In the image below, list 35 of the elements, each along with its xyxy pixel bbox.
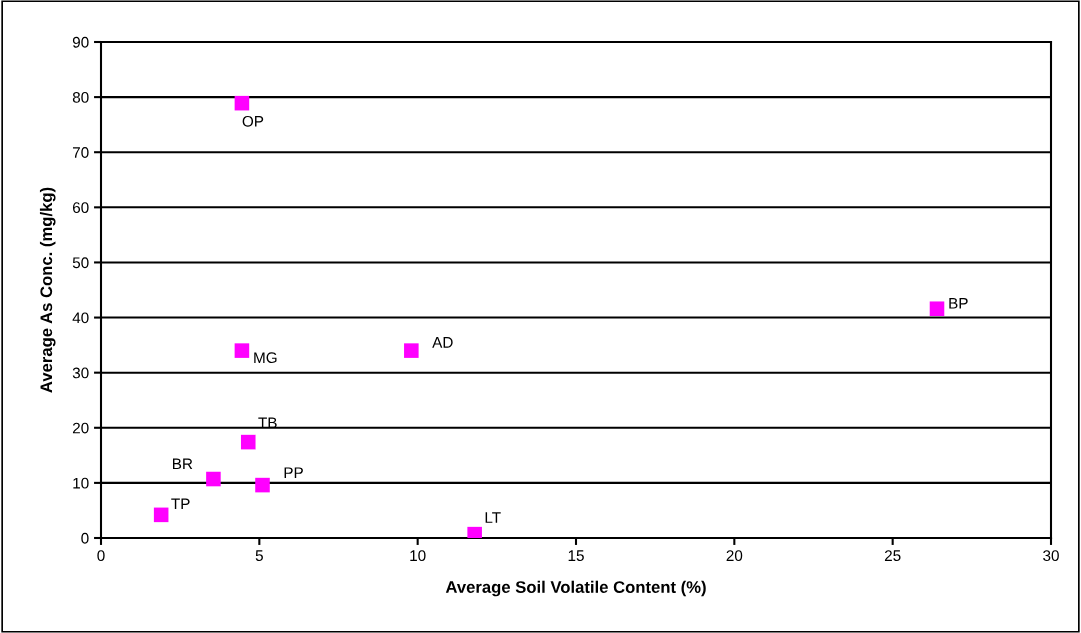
x-axis-title: Average Soil Volatile Content (%): [445, 580, 706, 597]
y-tick-label: 70: [72, 147, 89, 158]
point: [240, 434, 256, 450]
y-axis-title: Average As Conc. (mg/kg): [39, 187, 56, 393]
x-tick-label: 10: [410, 550, 426, 562]
point: [206, 471, 221, 487]
y-tick-label: 20: [72, 422, 89, 434]
series-label: PP: [284, 467, 303, 478]
y-tick-label: 60: [72, 202, 89, 214]
series-label: AD: [432, 337, 453, 348]
y-tick-label: 90: [72, 36, 89, 48]
y-tick-label: 30: [72, 367, 89, 379]
y-tick-label: 0: [81, 532, 89, 544]
series-label: MG: [254, 352, 277, 364]
y-tick-label: 40: [72, 312, 89, 324]
point: [234, 343, 250, 358]
point: [153, 507, 169, 523]
x-tick-label: 0: [97, 550, 105, 562]
series-label: LT: [485, 512, 501, 523]
x-tick-label: 15: [568, 550, 584, 562]
series-label: OP: [242, 115, 264, 127]
x-tick-label: 25: [884, 550, 901, 562]
x-tick-label: 20: [726, 550, 743, 562]
y-tick-label: 50: [72, 257, 89, 269]
y-tick-label: 10: [73, 477, 89, 489]
series-label: BP: [949, 298, 968, 309]
y-tick-label: 80: [72, 91, 89, 103]
point: [929, 301, 945, 317]
point: [234, 95, 250, 111]
point: [255, 477, 270, 493]
series-label: TP: [171, 498, 190, 510]
point: [404, 343, 419, 358]
x-tick-label: 5: [255, 550, 263, 562]
x-tick-label: 30: [1043, 550, 1059, 562]
series-label: BR: [173, 458, 193, 470]
